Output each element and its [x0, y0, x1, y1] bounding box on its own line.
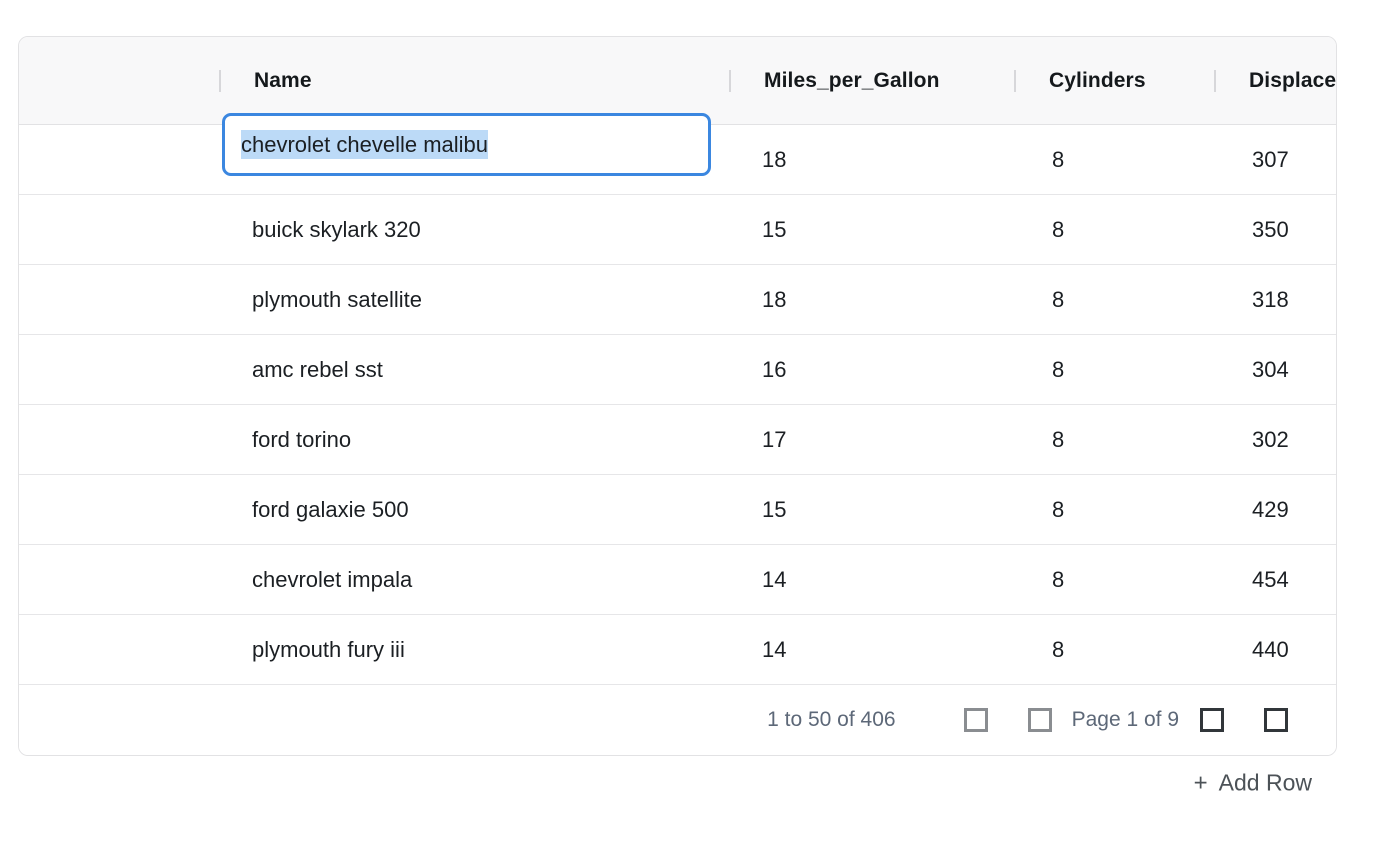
cell-editor-value[interactable]: chevrolet chevelle malibu	[241, 129, 489, 160]
cell-name[interactable]: chevrolet impala	[252, 566, 413, 592]
table-row[interactable]: plymouth satellite 18 8 318	[19, 265, 1336, 335]
table-row[interactable]: chevrolet impala 14 8 454	[19, 545, 1336, 615]
cell-cylinders[interactable]: 8	[1052, 426, 1065, 452]
add-row-label: Add Row	[1218, 769, 1312, 796]
cell-editor-name[interactable]: chevrolet chevelle malibu	[222, 113, 711, 176]
pagination-page-text: Page 1 of 9	[1071, 708, 1179, 731]
cell-displacement[interactable]: 454	[1252, 566, 1289, 592]
column-resize-handle-cylinders[interactable]	[1014, 69, 1016, 92]
first-page-icon[interactable]	[963, 708, 988, 732]
cell-name[interactable]: ford torino	[252, 426, 352, 452]
cell-cylinders[interactable]: 8	[1052, 216, 1065, 242]
cell-cylinders[interactable]: 8	[1052, 566, 1065, 592]
cell-miles-per-gallon[interactable]: 18	[762, 146, 787, 172]
row-selector-cell[interactable]	[19, 405, 219, 474]
cell-cylinders[interactable]: 8	[1052, 356, 1065, 382]
column-resize-handle-displacement[interactable]	[1214, 69, 1216, 92]
column-header-cylinders[interactable]: Cylinders	[1014, 37, 1214, 124]
column-header-label-cylinders: Cylinders	[1049, 68, 1146, 92]
cell-displacement[interactable]: 440	[1252, 636, 1289, 662]
column-header-name[interactable]: Name	[219, 37, 729, 124]
cell-miles-per-gallon[interactable]: 15	[762, 496, 787, 522]
cell-miles-per-gallon[interactable]: 17	[762, 426, 787, 452]
column-header-selector[interactable]	[19, 37, 219, 124]
row-selector-cell[interactable]	[19, 335, 219, 404]
cell-name[interactable]: ford galaxie 500	[252, 496, 409, 522]
cell-displacement[interactable]: 350	[1252, 216, 1289, 242]
cell-name[interactable]: plymouth fury iii	[252, 636, 405, 662]
plus-icon: +	[1193, 769, 1208, 796]
add-row-button[interactable]: + Add Row	[1194, 770, 1312, 797]
column-header-label-displacement: Displacement	[1249, 68, 1337, 92]
cell-cylinders[interactable]: 8	[1052, 636, 1065, 662]
column-header-displacement[interactable]: Displacement	[1214, 37, 1337, 124]
cell-miles-per-gallon[interactable]: 18	[762, 286, 787, 312]
column-header-label-miles-per-gallon: Miles_per_Gallon	[764, 68, 940, 92]
column-resize-handle-miles-per-gallon[interactable]	[729, 69, 731, 92]
data-grid: Name Miles_per_Gallon Cylinders Displace…	[18, 36, 1337, 756]
cell-miles-per-gallon[interactable]: 14	[762, 636, 787, 662]
cell-cylinders[interactable]: 8	[1052, 496, 1065, 522]
table-row[interactable]: chevrolet chevelle malibu 18 8 307	[19, 113, 1336, 195]
cell-cylinders[interactable]: 8	[1052, 286, 1065, 312]
cell-name[interactable]: amc rebel sst	[252, 356, 383, 382]
row-selector-cell[interactable]	[19, 195, 219, 264]
row-selector-cell[interactable]	[19, 265, 219, 334]
cell-miles-per-gallon[interactable]: 16	[762, 356, 787, 382]
row-selector-cell[interactable]	[19, 125, 219, 194]
row-selector-cell[interactable]	[19, 475, 219, 544]
column-header-label-name: Name	[254, 68, 312, 92]
table-row[interactable]: plymouth fury iii 14 8 440	[19, 615, 1336, 685]
row-selector-cell[interactable]	[19, 615, 219, 684]
pagination-bar: 1 to 50 of 406 Page 1 of 9	[19, 685, 1336, 755]
column-header-miles-per-gallon[interactable]: Miles_per_Gallon	[729, 37, 1014, 124]
cell-displacement[interactable]: 302	[1252, 426, 1289, 452]
cell-displacement[interactable]: 318	[1252, 286, 1289, 312]
column-resize-handle-name[interactable]	[219, 69, 221, 92]
spellcheck-underline	[329, 169, 706, 172]
table-row[interactable]: ford torino 17 8 302	[19, 405, 1336, 475]
cell-miles-per-gallon[interactable]: 15	[762, 216, 787, 242]
row-selector-cell[interactable]	[19, 545, 219, 614]
pagination-range-text: 1 to 50 of 406	[767, 708, 896, 731]
cell-name[interactable]: buick skylark 320	[252, 216, 421, 242]
cell-miles-per-gallon[interactable]: 14	[762, 566, 787, 592]
cell-displacement[interactable]: 429	[1252, 496, 1289, 522]
cell-displacement[interactable]: 307	[1252, 146, 1289, 172]
last-page-icon[interactable]	[1264, 708, 1288, 732]
next-page-icon[interactable]	[1200, 708, 1224, 732]
cell-cylinders[interactable]: 8	[1052, 146, 1065, 172]
grid-body: chevrolet chevelle malibu 18 8 307 buick…	[19, 113, 1336, 685]
table-row[interactable]: buick skylark 320 15 8 350	[19, 195, 1336, 265]
table-row[interactable]: ford galaxie 500 15 8 429	[19, 475, 1336, 545]
grid-header-row: Name Miles_per_Gallon Cylinders Displace…	[19, 37, 1336, 125]
cell-displacement[interactable]: 304	[1252, 356, 1289, 382]
cell-name[interactable]: plymouth satellite	[252, 286, 422, 312]
previous-page-icon[interactable]	[1027, 708, 1052, 732]
table-row[interactable]: amc rebel sst 16 8 304	[19, 335, 1336, 405]
